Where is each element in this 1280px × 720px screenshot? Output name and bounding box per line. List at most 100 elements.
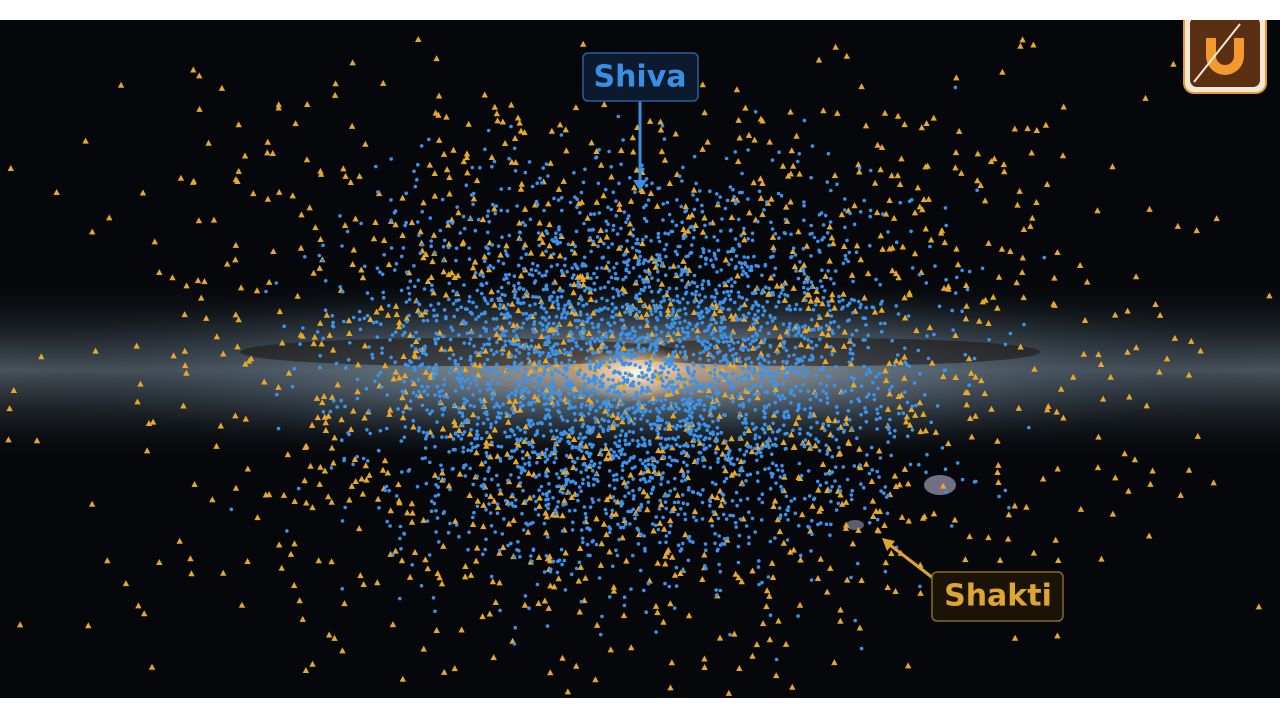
orange-star (886, 390, 893, 397)
blue-star (718, 329, 723, 334)
orange-star (384, 311, 392, 318)
blue-star (750, 339, 755, 343)
blue-star (355, 377, 360, 382)
blue-star (802, 336, 807, 340)
blue-star (530, 273, 535, 278)
orange-star (241, 152, 249, 159)
blue-star (501, 402, 506, 407)
blue-star (643, 269, 647, 273)
blue-star (696, 338, 701, 343)
blue-star (572, 360, 577, 364)
blue-star (691, 327, 695, 332)
orange-star (605, 449, 613, 456)
blue-star (619, 226, 623, 231)
blue-star (614, 472, 619, 477)
blue-star (501, 330, 506, 334)
blue-star (719, 268, 723, 272)
blue-star (944, 277, 948, 282)
blue-star (434, 341, 438, 346)
blue-star (859, 482, 863, 486)
blue-star (569, 572, 574, 576)
blue-star (610, 309, 615, 314)
blue-star (751, 317, 756, 321)
blue-star (680, 493, 685, 497)
blue-star (531, 261, 535, 266)
orange-star (878, 306, 885, 313)
blue-star (417, 389, 421, 394)
blue-star (810, 144, 815, 148)
blue-star (846, 259, 851, 264)
blue-star (574, 229, 579, 234)
blue-star (692, 369, 697, 374)
orange-star (731, 630, 738, 637)
orange-star (908, 406, 915, 413)
blue-star (451, 466, 455, 471)
blue-star (589, 276, 593, 281)
blue-star (660, 384, 665, 388)
blue-star (403, 362, 408, 367)
orange-star (254, 514, 261, 521)
blue-star (380, 385, 384, 389)
blue-star (750, 421, 755, 426)
blue-star (724, 517, 729, 521)
blue-star (534, 268, 538, 273)
orange-star (754, 394, 761, 401)
blue-star (544, 474, 548, 478)
blue-star (730, 353, 735, 358)
blue-star (642, 477, 647, 482)
blue-star (541, 287, 546, 292)
blue-star (613, 271, 618, 276)
orange-star (897, 359, 904, 366)
blue-star (752, 446, 757, 451)
blue-star (379, 322, 383, 327)
blue-star (546, 535, 550, 539)
blue-star (375, 266, 380, 271)
orange-star (473, 449, 480, 456)
blue-star (396, 407, 400, 411)
orange-star (871, 179, 879, 186)
orange-star (828, 234, 836, 241)
blue-star (793, 345, 798, 350)
orange-star (210, 216, 218, 223)
orange-star (616, 200, 623, 207)
orange-star (619, 418, 626, 425)
blue-star (604, 219, 608, 224)
blue-star (753, 291, 757, 296)
blue-star (562, 558, 567, 563)
blue-star (698, 316, 702, 321)
blue-star (663, 581, 667, 586)
blue-star (686, 301, 690, 305)
blue-star (763, 262, 768, 267)
blue-star (502, 333, 507, 338)
orange-star (768, 195, 775, 202)
blue-star (566, 242, 571, 247)
blue-star (417, 233, 421, 238)
orange-star (483, 442, 490, 449)
blue-star (627, 441, 632, 446)
blue-star (483, 547, 488, 552)
blue-star (594, 155, 599, 159)
orange-star (430, 231, 438, 238)
blue-star (744, 449, 749, 454)
blue-star (418, 251, 423, 256)
blue-star (695, 402, 699, 407)
orange-star (593, 621, 601, 628)
orange-star (776, 528, 784, 535)
orange-star (830, 240, 837, 247)
orange-star (395, 481, 402, 488)
blue-star (670, 317, 675, 322)
orange-star (1027, 222, 1034, 229)
blue-star (697, 189, 702, 193)
blue-star (404, 191, 409, 196)
orange-star (640, 488, 647, 495)
blue-star (802, 272, 807, 276)
blue-star (370, 296, 374, 301)
orange-star (869, 513, 877, 520)
blue-star (643, 409, 647, 414)
blue-star (537, 350, 542, 355)
orange-star (546, 326, 553, 333)
blue-star (960, 309, 964, 314)
blue-star (348, 341, 352, 345)
blue-star (606, 222, 610, 226)
blue-star (681, 501, 686, 506)
